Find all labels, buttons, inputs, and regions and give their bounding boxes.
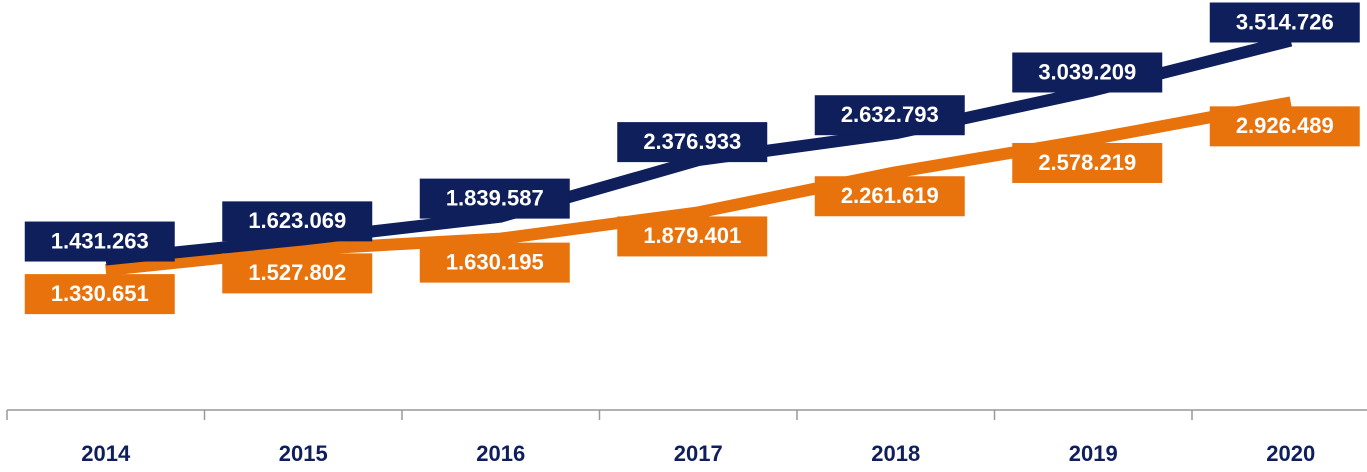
data-label: 1.330.651 bbox=[51, 281, 149, 306]
data-label: 2.578.219 bbox=[1038, 150, 1136, 175]
x-tick-label: 2014 bbox=[81, 441, 131, 466]
data-label: 2.376.933 bbox=[643, 129, 741, 154]
label-box bbox=[222, 201, 373, 242]
label-box bbox=[24, 221, 175, 262]
label-box bbox=[814, 95, 965, 136]
x-tick-label: 2015 bbox=[279, 441, 328, 466]
label-box bbox=[1012, 52, 1163, 93]
data-label: 2.261.619 bbox=[841, 183, 939, 208]
label-box bbox=[222, 253, 373, 294]
x-tick-label: 2019 bbox=[1069, 441, 1118, 466]
data-label: 1.630.195 bbox=[446, 249, 544, 274]
x-tick-label: 2018 bbox=[871, 441, 920, 466]
label-box bbox=[617, 216, 768, 257]
data-label: 3.039.209 bbox=[1038, 59, 1136, 84]
label-box bbox=[617, 122, 768, 163]
line bbox=[105, 96, 1292, 277]
label-box bbox=[419, 242, 570, 283]
data-label: 3.514.726 bbox=[1236, 9, 1334, 34]
data-label: 1.879.401 bbox=[643, 223, 741, 248]
data-label: 1.431.263 bbox=[51, 228, 149, 253]
label-box bbox=[1209, 2, 1360, 43]
data-label: 1.527.802 bbox=[248, 260, 346, 285]
label-box bbox=[1012, 142, 1163, 183]
label-box bbox=[1209, 106, 1360, 147]
label-box bbox=[419, 178, 570, 219]
data-label: 2.926.489 bbox=[1236, 113, 1334, 138]
x-tick-label: 2017 bbox=[674, 441, 723, 466]
x-tick-label: 2020 bbox=[1266, 441, 1315, 466]
data-label: 1.839.587 bbox=[446, 185, 544, 210]
label-box bbox=[814, 176, 965, 217]
data-label: 2.632.793 bbox=[841, 102, 939, 127]
label-box bbox=[24, 274, 175, 315]
data-label: 1.623.069 bbox=[248, 208, 346, 233]
x-tick-label: 2016 bbox=[476, 441, 525, 466]
